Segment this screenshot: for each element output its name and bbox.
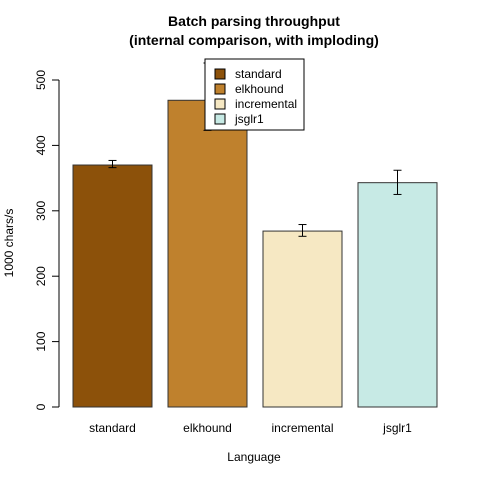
x-tick-label: elkhound — [183, 421, 232, 435]
x-tick-labels: standard elkhound incremental jsglr1 — [89, 421, 412, 435]
y-tick-label: 200 — [34, 266, 48, 286]
legend-swatch — [214, 98, 226, 110]
legend-label: elkhound — [235, 82, 284, 96]
bar — [357, 182, 438, 408]
bar — [72, 164, 153, 408]
y-tick-label: 300 — [34, 200, 48, 220]
x-axis-label: Language — [227, 450, 281, 464]
x-tick-label: incremental — [271, 421, 333, 435]
legend-swatch — [214, 83, 226, 95]
chart-title-line-1: Batch parsing throughput — [168, 13, 340, 29]
y-axis: 0 100 200 300 400 500 — [34, 70, 60, 410]
bars-group — [72, 99, 438, 408]
y-tick-label: 500 — [34, 70, 48, 90]
y-tick-label: 0 — [34, 403, 48, 410]
error-bar — [298, 224, 307, 237]
legend-label: incremental — [235, 97, 297, 111]
legend-label: standard — [235, 67, 282, 81]
y-axis-label: 1000 chars/s — [2, 209, 16, 278]
legend-label: jsglr1 — [234, 112, 264, 126]
x-tick-label: standard — [89, 421, 136, 435]
y-tick-label: 400 — [34, 135, 48, 155]
chart-title-line-2: (internal comparison, with imploding) — [129, 32, 379, 48]
x-tick-label: jsglr1 — [382, 421, 412, 435]
error-bar — [393, 169, 402, 195]
bar — [167, 99, 248, 408]
error-bar — [108, 159, 117, 169]
legend-swatch — [214, 68, 226, 80]
y-tick-label: 100 — [34, 331, 48, 351]
legend-swatch — [214, 113, 226, 125]
bar — [262, 230, 343, 408]
